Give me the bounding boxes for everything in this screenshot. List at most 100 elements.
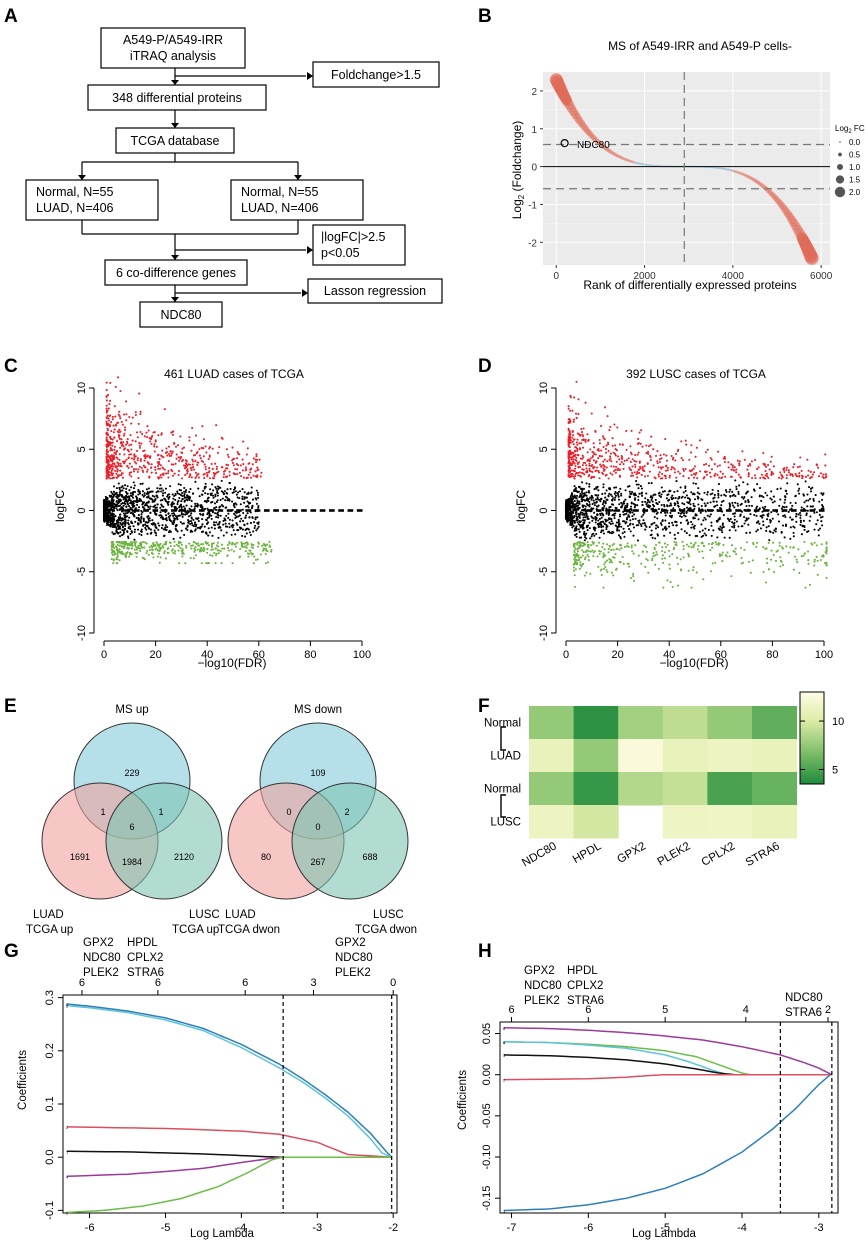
black-point	[677, 504, 680, 507]
red-point	[132, 458, 135, 461]
red-point	[568, 470, 572, 473]
green-point	[211, 548, 215, 551]
green-point	[233, 550, 236, 553]
black-point	[660, 486, 663, 489]
black-point	[581, 481, 584, 484]
red-point	[241, 469, 244, 472]
black-point	[172, 497, 175, 500]
red-point	[630, 453, 633, 456]
red-point	[162, 467, 165, 470]
black-point	[150, 522, 153, 526]
red-point	[133, 460, 136, 464]
black-point	[160, 504, 163, 507]
red-point	[195, 452, 198, 455]
black-point	[579, 524, 582, 527]
green-point	[213, 551, 216, 555]
green-point	[661, 554, 664, 557]
black-point	[177, 514, 180, 518]
red-point	[191, 463, 194, 466]
black-point	[663, 534, 666, 537]
black-point	[774, 530, 777, 533]
green-point	[690, 542, 693, 545]
red-point	[597, 469, 600, 473]
green-point	[815, 544, 818, 547]
flow-text-input-2: iTRAQ analysis	[130, 49, 216, 63]
red-point	[772, 472, 775, 475]
green-point	[141, 556, 144, 559]
red-point	[751, 476, 754, 480]
green-point	[598, 552, 601, 555]
red-point	[584, 401, 587, 404]
black-point	[148, 507, 151, 510]
green-point	[173, 540, 176, 543]
black-point	[620, 494, 623, 497]
green-point	[252, 562, 255, 565]
black-point	[115, 507, 118, 510]
black-point	[157, 522, 160, 525]
red-point	[731, 466, 734, 469]
black-point	[659, 522, 663, 525]
red-point	[122, 445, 125, 448]
red-point	[142, 470, 145, 474]
red-point	[770, 473, 773, 477]
black-point	[241, 497, 244, 501]
red-point	[576, 443, 579, 446]
black-point	[212, 489, 215, 492]
black-point	[200, 504, 203, 507]
green-point	[118, 544, 121, 547]
chart-b-annotation: NDC80	[577, 140, 610, 151]
black-point	[586, 516, 589, 519]
red-point	[657, 475, 661, 478]
red-point	[105, 458, 108, 461]
red-point	[670, 468, 673, 471]
green-point	[822, 555, 825, 558]
black-point	[735, 488, 738, 491]
red-point	[141, 433, 144, 436]
red-point	[674, 459, 677, 462]
black-point	[593, 488, 596, 491]
black-point	[174, 493, 177, 497]
black-point	[632, 534, 635, 537]
black-point	[783, 501, 786, 504]
black-point	[618, 529, 621, 532]
black-point	[783, 514, 786, 517]
red-point	[605, 444, 608, 447]
red-point	[689, 470, 692, 473]
black-point	[757, 520, 760, 523]
red-point	[108, 414, 111, 418]
red-point	[574, 412, 578, 415]
black-point	[586, 529, 589, 532]
black-point	[194, 480, 197, 483]
black-point	[108, 511, 111, 514]
red-point	[615, 460, 618, 463]
red-point	[228, 470, 231, 473]
green-point	[164, 543, 167, 546]
red-point	[713, 474, 716, 477]
green-point	[216, 541, 220, 544]
black-point	[713, 496, 716, 499]
black-point	[817, 534, 820, 537]
black-point	[807, 499, 810, 502]
black-point	[164, 498, 167, 502]
black-point	[645, 525, 648, 528]
flow-labels: A549-P/A549-IRR iTRAQ analysis Foldchang…	[36, 33, 426, 322]
red-point	[603, 458, 606, 461]
black-point	[183, 486, 186, 490]
green-point	[163, 550, 166, 553]
black-point	[657, 526, 660, 529]
black-point	[231, 519, 234, 522]
red-point	[105, 381, 108, 384]
chart-b-xtick-label: 0	[553, 271, 559, 282]
black-point	[132, 525, 135, 528]
green-point	[112, 562, 115, 565]
green-point	[630, 546, 633, 549]
black-point	[674, 520, 677, 523]
black-point	[251, 516, 254, 519]
red-point	[193, 468, 196, 471]
green-point	[230, 548, 233, 551]
red-point	[639, 467, 642, 470]
black-point	[619, 513, 622, 516]
red-point	[583, 473, 586, 476]
red-point	[635, 473, 638, 476]
black-point	[770, 511, 773, 514]
